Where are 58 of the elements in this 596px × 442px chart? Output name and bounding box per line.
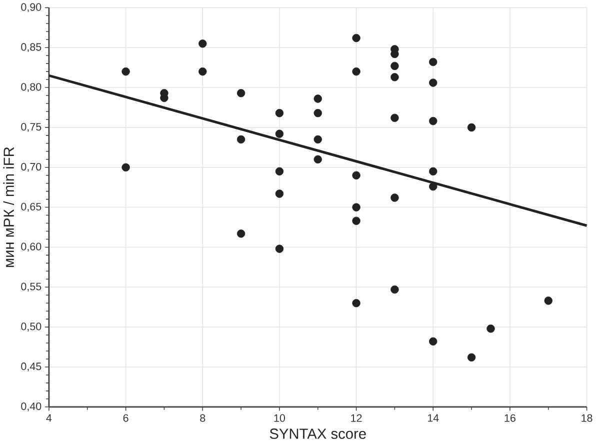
y-tick-label: 0,70 xyxy=(21,162,42,172)
x-tick-label: 4 xyxy=(46,414,52,422)
point xyxy=(390,62,399,70)
point xyxy=(236,229,246,238)
y-tick-label: 0,90 xyxy=(21,3,42,12)
point xyxy=(352,67,360,76)
point xyxy=(352,216,360,225)
point xyxy=(486,324,495,333)
x-tick-label: 14 xyxy=(428,414,439,422)
point xyxy=(236,135,246,144)
point xyxy=(275,244,284,253)
x-tick-label: 18 xyxy=(582,414,592,422)
x-tick-label: 10 xyxy=(274,414,285,422)
point xyxy=(275,190,284,198)
point xyxy=(352,171,360,180)
point xyxy=(314,155,322,164)
point xyxy=(275,108,284,118)
y-tick-label: 0,80 xyxy=(21,83,42,92)
point xyxy=(429,116,438,126)
point xyxy=(352,34,360,42)
point xyxy=(429,58,438,66)
point xyxy=(198,67,207,76)
point xyxy=(429,337,438,346)
y-tick-label: 0,60 xyxy=(21,242,42,252)
point xyxy=(122,163,130,172)
point xyxy=(390,285,399,294)
point xyxy=(390,194,399,202)
point xyxy=(314,135,322,144)
y-tick-label: 0,55 xyxy=(21,282,42,292)
point xyxy=(544,296,552,305)
point xyxy=(314,94,322,103)
point xyxy=(390,72,399,82)
point xyxy=(390,114,399,122)
point xyxy=(236,88,246,98)
y-tick-label: 0,45 xyxy=(21,362,42,372)
point xyxy=(352,203,360,212)
point xyxy=(275,167,284,176)
x-tick-label: 16 xyxy=(504,414,516,422)
y-tick-label: 0,40 xyxy=(21,402,42,412)
y-tick-label: 0,50 xyxy=(21,322,42,332)
point xyxy=(429,182,438,191)
y-tick-label: 0,85 xyxy=(21,43,42,52)
point xyxy=(429,167,438,176)
point xyxy=(122,67,130,76)
y-tick-label: 0,65 xyxy=(21,202,42,212)
x-axis-title: SYNTAX score xyxy=(270,428,366,439)
point xyxy=(467,353,476,362)
point xyxy=(467,123,476,132)
point xyxy=(314,108,322,118)
x-tick-label: 8 xyxy=(200,414,206,422)
point xyxy=(429,78,438,87)
point xyxy=(352,298,360,308)
y-axis-title: мин мРК / min iFR xyxy=(3,147,14,267)
x-tick-label: 6 xyxy=(123,414,128,422)
point xyxy=(198,39,207,48)
y-tick-label: 0,75 xyxy=(21,122,42,132)
point xyxy=(275,130,284,138)
x-tick-label: 12 xyxy=(351,414,362,422)
